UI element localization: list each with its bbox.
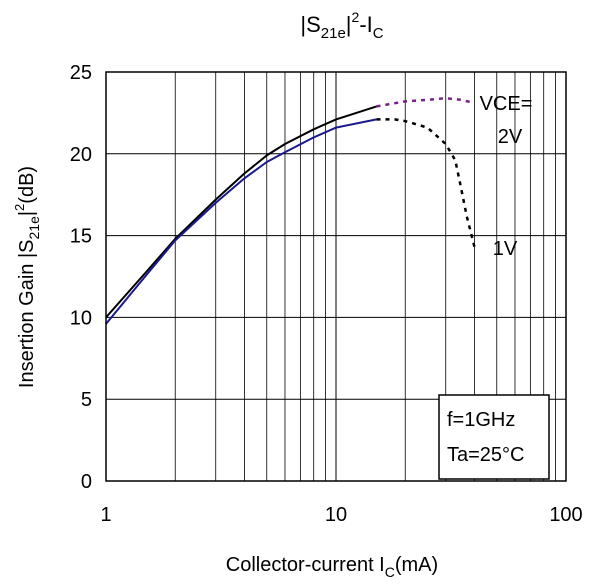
xlabel-main: Collector-current I [226,554,385,576]
title-mid: | [346,12,352,37]
x-tick-label: 100 [549,504,582,526]
title-sub: 21e [321,25,346,42]
y-axis-label: Insertion Gain |S21e|2(dB) [12,166,42,388]
series-2v-line [105,105,377,319]
x-tick-labels: 1 10 100 [100,504,582,526]
x-axis-label: Collector-current IC(mA) [226,554,438,580]
title-sub2: C [373,25,384,42]
y-tick-label: 20 [70,144,92,166]
y-tick-label: 15 [70,226,92,248]
y-tick-label: 10 [70,307,92,329]
x-tick-label: 1 [100,504,111,526]
xlabel-sub: C [385,564,395,580]
series-1v-extrapolated [376,118,476,248]
conditions-box: f=1GHz Ta=25°C [438,394,550,480]
title-main: |S [300,12,320,37]
y-tick-label: 5 [81,389,92,411]
series-label-2v: 2V [498,126,523,148]
condition-frequency: f=1GHz [447,409,515,431]
series-layer [105,96,476,325]
y-tick-label: 0 [81,471,92,493]
series-1v-line [105,118,377,325]
ylabel-tail: (dB) [16,166,38,204]
x-tick-label: 10 [325,504,347,526]
series-label-1v: 1V [493,238,518,260]
title-sup: 2 [352,9,360,25]
vce-label: VCE= [480,93,533,115]
ylabel-main: Insertion Gain |S [16,239,38,388]
series-2v-extrapolated [376,96,475,108]
plot-frame [105,71,567,482]
y-tick-labels: 0 5 10 15 20 25 [70,62,92,493]
ylabel-mid: | [16,211,38,216]
y-tick-label: 25 [70,62,92,84]
ylabel-sub: 21e [26,216,42,240]
ylabel-sup: 2 [12,204,27,211]
title-tail: -I [359,12,372,37]
condition-temperature: Ta=25°C [447,444,525,466]
chart-title: |S21e|2-IC [300,9,383,42]
xlabel-tail: (mA) [395,554,438,576]
